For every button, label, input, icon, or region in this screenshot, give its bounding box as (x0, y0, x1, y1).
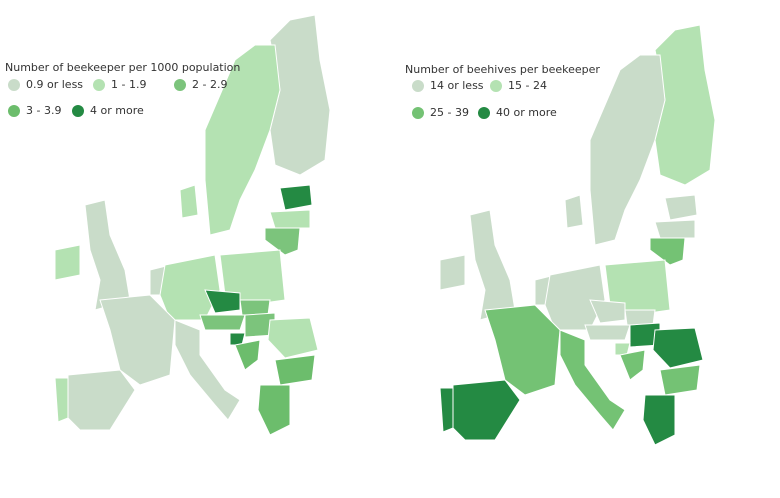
country (559, 329, 626, 431)
country (204, 289, 241, 314)
country (654, 219, 696, 239)
country (264, 227, 301, 256)
country (439, 387, 454, 433)
legend-swatch (412, 107, 424, 119)
country (179, 184, 199, 219)
country (469, 209, 516, 321)
legend-label: 1 - 1.9 (111, 78, 146, 91)
country (659, 364, 701, 396)
legend-label: 15 - 24 (508, 79, 547, 92)
country (159, 254, 221, 321)
country (239, 299, 271, 316)
legend-swatch (174, 79, 186, 91)
country (439, 254, 466, 291)
country (54, 377, 69, 423)
country (544, 264, 606, 331)
legend-label: 2 - 2.9 (192, 78, 227, 91)
country (274, 354, 316, 386)
country (642, 394, 676, 446)
country (204, 44, 281, 236)
country (99, 294, 176, 386)
legend-swatch (478, 107, 490, 119)
country (279, 184, 313, 211)
country (564, 194, 584, 229)
legend-title: Number of beekeeper per 1000 population (5, 61, 240, 74)
country (619, 349, 646, 381)
country (84, 199, 131, 311)
legend-swatch (412, 80, 424, 92)
country (484, 304, 561, 396)
legend-swatch (8, 79, 20, 91)
country (584, 324, 631, 341)
country (257, 384, 291, 436)
country (174, 319, 241, 421)
legend-label: 4 or more (90, 104, 144, 117)
legend-swatch (93, 79, 105, 91)
legend-label: 40 or more (496, 106, 557, 119)
legend-title: Number of beehives per beekeeper (405, 63, 600, 76)
legend-label: 0.9 or less (26, 78, 83, 91)
country (54, 244, 81, 281)
legend-swatch (72, 105, 84, 117)
legend-swatch (490, 80, 502, 92)
country (624, 309, 656, 326)
country (267, 317, 319, 359)
country (589, 299, 626, 324)
legend-label: 25 - 39 (430, 106, 469, 119)
country (199, 314, 246, 331)
country (649, 237, 686, 266)
legend-label: 3 - 3.9 (26, 104, 61, 117)
legend-swatch (8, 105, 20, 117)
country (234, 339, 261, 371)
country (664, 194, 698, 221)
country (652, 327, 704, 369)
country (589, 54, 666, 246)
country (269, 209, 311, 229)
country (452, 379, 521, 441)
country (67, 369, 136, 431)
legend-label: 14 or less (430, 79, 484, 92)
